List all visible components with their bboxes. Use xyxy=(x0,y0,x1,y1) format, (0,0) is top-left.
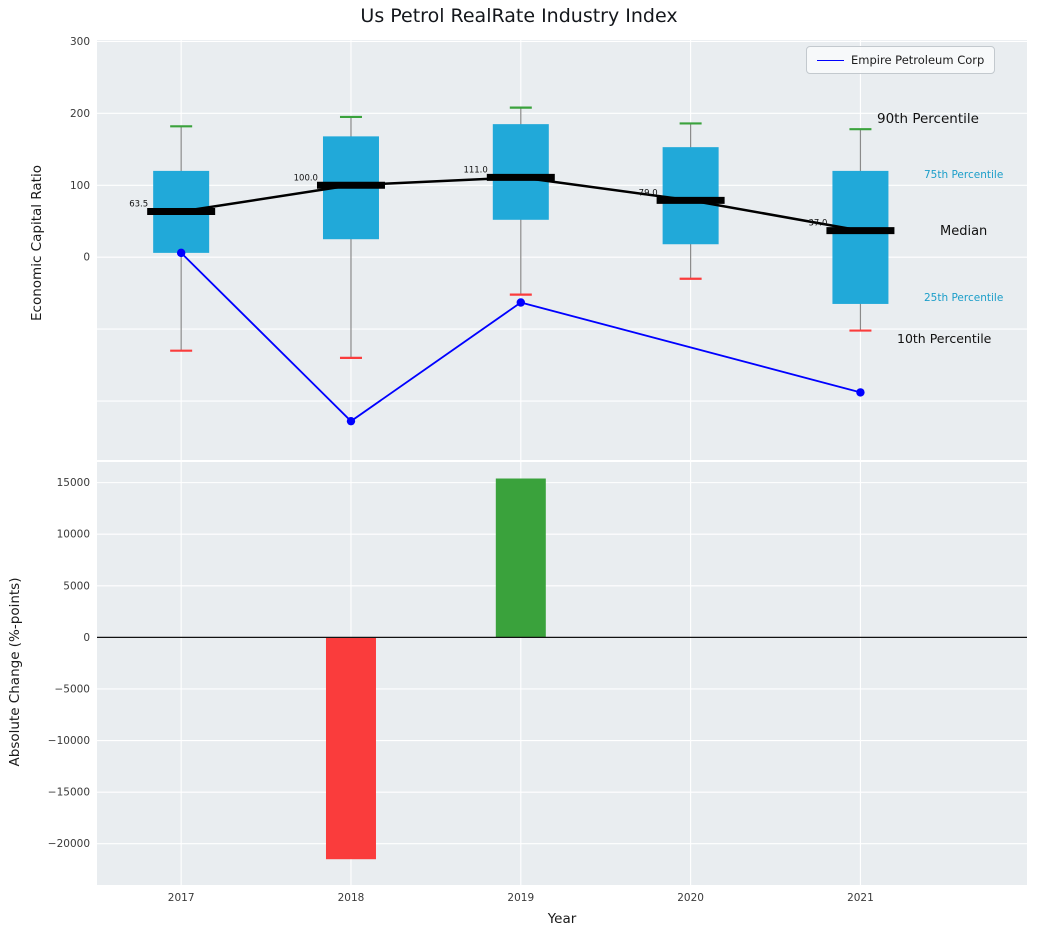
bottom-y-tick-label: 10000 xyxy=(57,529,90,541)
bottom-y-tick-label: −10000 xyxy=(48,735,90,747)
bottom-y-tick-label: −20000 xyxy=(48,838,90,850)
annotation-90th-percentile: 90th Percentile xyxy=(877,111,979,127)
median-value-label: 79.0 xyxy=(639,188,658,198)
x-axis-label: Year xyxy=(547,911,577,927)
top-y-axis-label: Economic Capital Ratio xyxy=(29,165,45,321)
median-value-label: 37.0 xyxy=(808,219,827,229)
iqr-box xyxy=(492,124,549,220)
annotation-median: Median xyxy=(940,224,988,239)
bottom-y-tick-label: −5000 xyxy=(54,683,90,695)
iqr-box xyxy=(662,147,719,245)
x-tick-label: 2018 xyxy=(338,892,365,904)
company-marker xyxy=(856,388,865,397)
bottom-axes-background xyxy=(97,462,1027,885)
x-tick-label: 2021 xyxy=(847,892,874,904)
legend: Empire Petroleum Corp xyxy=(806,46,996,74)
bottom-y-tick-label: −15000 xyxy=(48,787,90,799)
company-marker xyxy=(346,416,356,426)
iqr-box xyxy=(832,170,889,304)
change-bar xyxy=(325,637,376,860)
change-bar xyxy=(495,478,546,638)
bottom-y-tick-label: 0 xyxy=(83,632,90,644)
annotation-25th-percentile: 25th Percentile xyxy=(924,292,1004,304)
median-value-label: 111.0 xyxy=(463,165,487,175)
chart-title: Us Petrol RealRate Industry Index xyxy=(360,5,678,27)
top-y-tick-label: 300 xyxy=(70,36,90,48)
x-tick-label: 2017 xyxy=(168,892,195,904)
legend-line-icon xyxy=(817,59,844,61)
annotation-75th-percentile: 75th Percentile xyxy=(924,169,1004,181)
annotation-10th-percentile: 10th Percentile xyxy=(897,331,992,346)
company-marker xyxy=(176,248,186,258)
x-tick-label: 2020 xyxy=(677,892,704,904)
company-line xyxy=(180,252,861,423)
x-tick-label: 2019 xyxy=(507,892,534,904)
median-value-label: 63.5 xyxy=(129,200,148,210)
top-y-tick-label: 200 xyxy=(70,108,90,120)
bottom-y-tick-label: 15000 xyxy=(57,477,90,489)
legend-label: Empire Petroleum Corp xyxy=(851,53,985,67)
bottom-y-axis-label: Absolute Change (%-points) xyxy=(7,577,23,767)
median-value-label: 100.0 xyxy=(294,173,318,183)
bottom-y-tick-label: 5000 xyxy=(63,580,90,592)
company-marker xyxy=(516,298,526,307)
top-y-tick-label: 0 xyxy=(83,252,90,264)
top-y-tick-label: 100 xyxy=(70,180,90,192)
